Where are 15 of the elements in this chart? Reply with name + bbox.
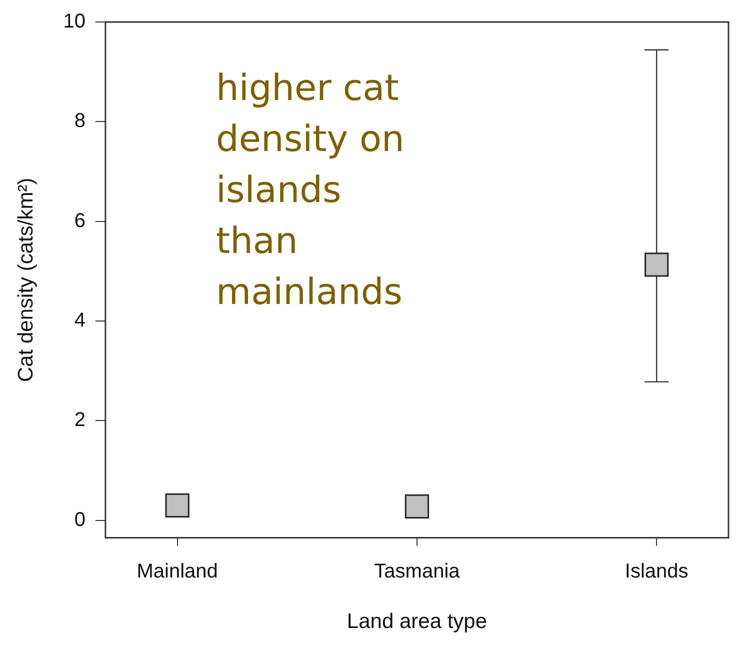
x-tick-label: Islands <box>624 560 688 582</box>
point <box>644 252 669 277</box>
annotation: higher cat density on islands than mainlands <box>216 68 404 313</box>
y-tick-label: 2 <box>74 409 86 432</box>
y-tick-label: 6 <box>74 210 86 232</box>
x-axis-title: Land area type <box>346 610 488 634</box>
x-tick-label: Mainland <box>136 560 218 582</box>
y-tick-label: 10 <box>63 10 86 33</box>
x-tick-label: Tasmania <box>374 560 461 582</box>
y-tick-label: 4 <box>74 310 86 332</box>
point <box>165 493 190 518</box>
y-tick-label: 0 <box>74 508 86 531</box>
y-axis-title: Cat density (cats/km²) <box>14 178 38 382</box>
y-tick-label: 8 <box>74 110 86 132</box>
point <box>404 494 430 518</box>
